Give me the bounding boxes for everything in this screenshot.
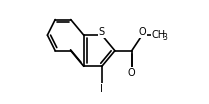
Text: O: O — [138, 27, 146, 37]
Text: I: I — [101, 84, 103, 94]
Text: 3: 3 — [163, 33, 168, 42]
Text: S: S — [99, 27, 105, 37]
Text: O: O — [128, 68, 136, 78]
Text: CH: CH — [152, 30, 166, 40]
